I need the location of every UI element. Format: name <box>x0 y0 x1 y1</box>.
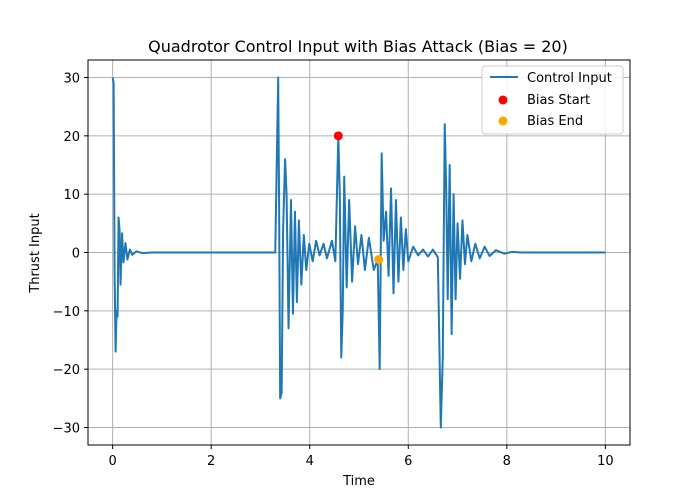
x-axis-label: Time <box>342 474 375 489</box>
legend-label-control-input: Control Input <box>527 71 612 86</box>
y-tick-label: 0 <box>72 247 80 262</box>
x-tick-label: 4 <box>306 454 314 469</box>
point-bias-start <box>334 131 343 140</box>
x-tick-label: 6 <box>404 454 412 469</box>
x-tick-label: 0 <box>108 454 116 469</box>
legend: Control Input Bias Start Bias End <box>482 66 623 134</box>
legend-swatch-bias-start <box>499 96 508 105</box>
y-tick-label: 10 <box>63 188 80 203</box>
legend-label-bias-start: Bias Start <box>527 93 590 108</box>
y-tick-label: −10 <box>53 305 80 320</box>
y-tick-label: −20 <box>53 363 80 378</box>
x-tick-label: 2 <box>207 454 215 469</box>
y-tick-label: 20 <box>63 130 80 145</box>
y-axis-label: Thrust Input <box>28 213 43 293</box>
point-bias-end <box>374 255 383 264</box>
y-tick-label: 30 <box>63 72 80 87</box>
chart-title: Quadrotor Control Input with Bias Attack… <box>148 37 568 56</box>
legend-swatch-bias-end <box>499 117 508 126</box>
legend-label-bias-end: Bias End <box>527 114 583 129</box>
x-tick-label: 8 <box>503 454 511 469</box>
x-tick-label: 10 <box>597 454 614 469</box>
y-tick-label: −30 <box>53 422 80 437</box>
